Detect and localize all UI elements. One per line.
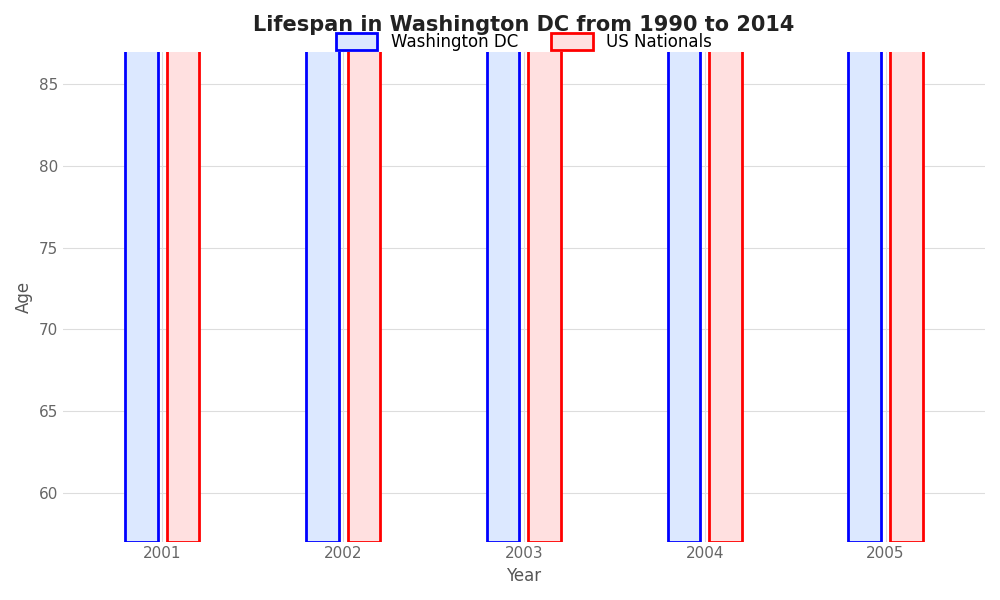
Bar — [125, 0, 158, 542]
Bar — [528, 0, 561, 542]
Title: Lifespan in Washington DC from 1990 to 2014: Lifespan in Washington DC from 1990 to 2… — [253, 15, 795, 35]
Bar — [709, 0, 742, 542]
Bar — [890, 0, 923, 542]
Y-axis label: Age: Age — [15, 281, 33, 313]
Bar — [487, 0, 519, 542]
Legend: Washington DC, US Nationals: Washington DC, US Nationals — [329, 26, 719, 58]
Bar — [348, 0, 380, 542]
Bar — [848, 0, 881, 542]
Bar — [167, 0, 199, 542]
Bar — [668, 0, 700, 542]
X-axis label: Year: Year — [506, 567, 541, 585]
Bar — [306, 0, 339, 542]
